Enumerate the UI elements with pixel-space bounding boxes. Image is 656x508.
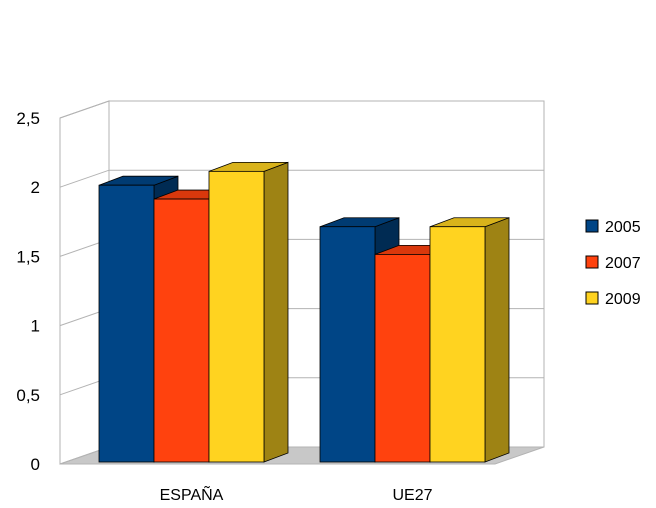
y-tick-label: 0 bbox=[31, 455, 40, 474]
bar-front bbox=[319, 226, 376, 463]
bar-front bbox=[429, 226, 486, 463]
bar-side bbox=[263, 161, 289, 463]
legend-label: 2007 bbox=[605, 255, 641, 272]
y-tick-label: 1,5 bbox=[16, 247, 40, 266]
bar-side bbox=[484, 217, 510, 463]
bar bbox=[429, 217, 510, 463]
bar-front bbox=[98, 184, 155, 463]
gridline bbox=[59, 169, 544, 188]
bar-front bbox=[374, 253, 431, 463]
legend: 2005 2007 2009 bbox=[585, 219, 641, 308]
x-axis-categories: ESPAÑA UE27 bbox=[160, 484, 433, 504]
legend-label: 2005 bbox=[605, 219, 641, 236]
y-tick-label: 0,5 bbox=[16, 386, 40, 405]
bar bbox=[208, 161, 289, 463]
y-tick-label: 1 bbox=[31, 317, 40, 336]
y-axis-ticks: 0 0,5 1 1,5 2 2,5 bbox=[16, 109, 40, 474]
y-tick-label: 2,5 bbox=[16, 109, 40, 128]
bars bbox=[98, 161, 510, 463]
legend-label: 2009 bbox=[605, 291, 641, 308]
bar-front bbox=[208, 170, 265, 463]
x-category-label: UE27 bbox=[392, 487, 432, 504]
legend-swatch bbox=[585, 255, 599, 269]
gridline bbox=[59, 100, 544, 119]
y-tick-label: 2 bbox=[31, 178, 40, 197]
legend-swatch bbox=[585, 219, 599, 233]
legend-swatch bbox=[585, 291, 599, 305]
bar-front bbox=[153, 198, 210, 463]
x-category-label: ESPAÑA bbox=[160, 484, 224, 504]
